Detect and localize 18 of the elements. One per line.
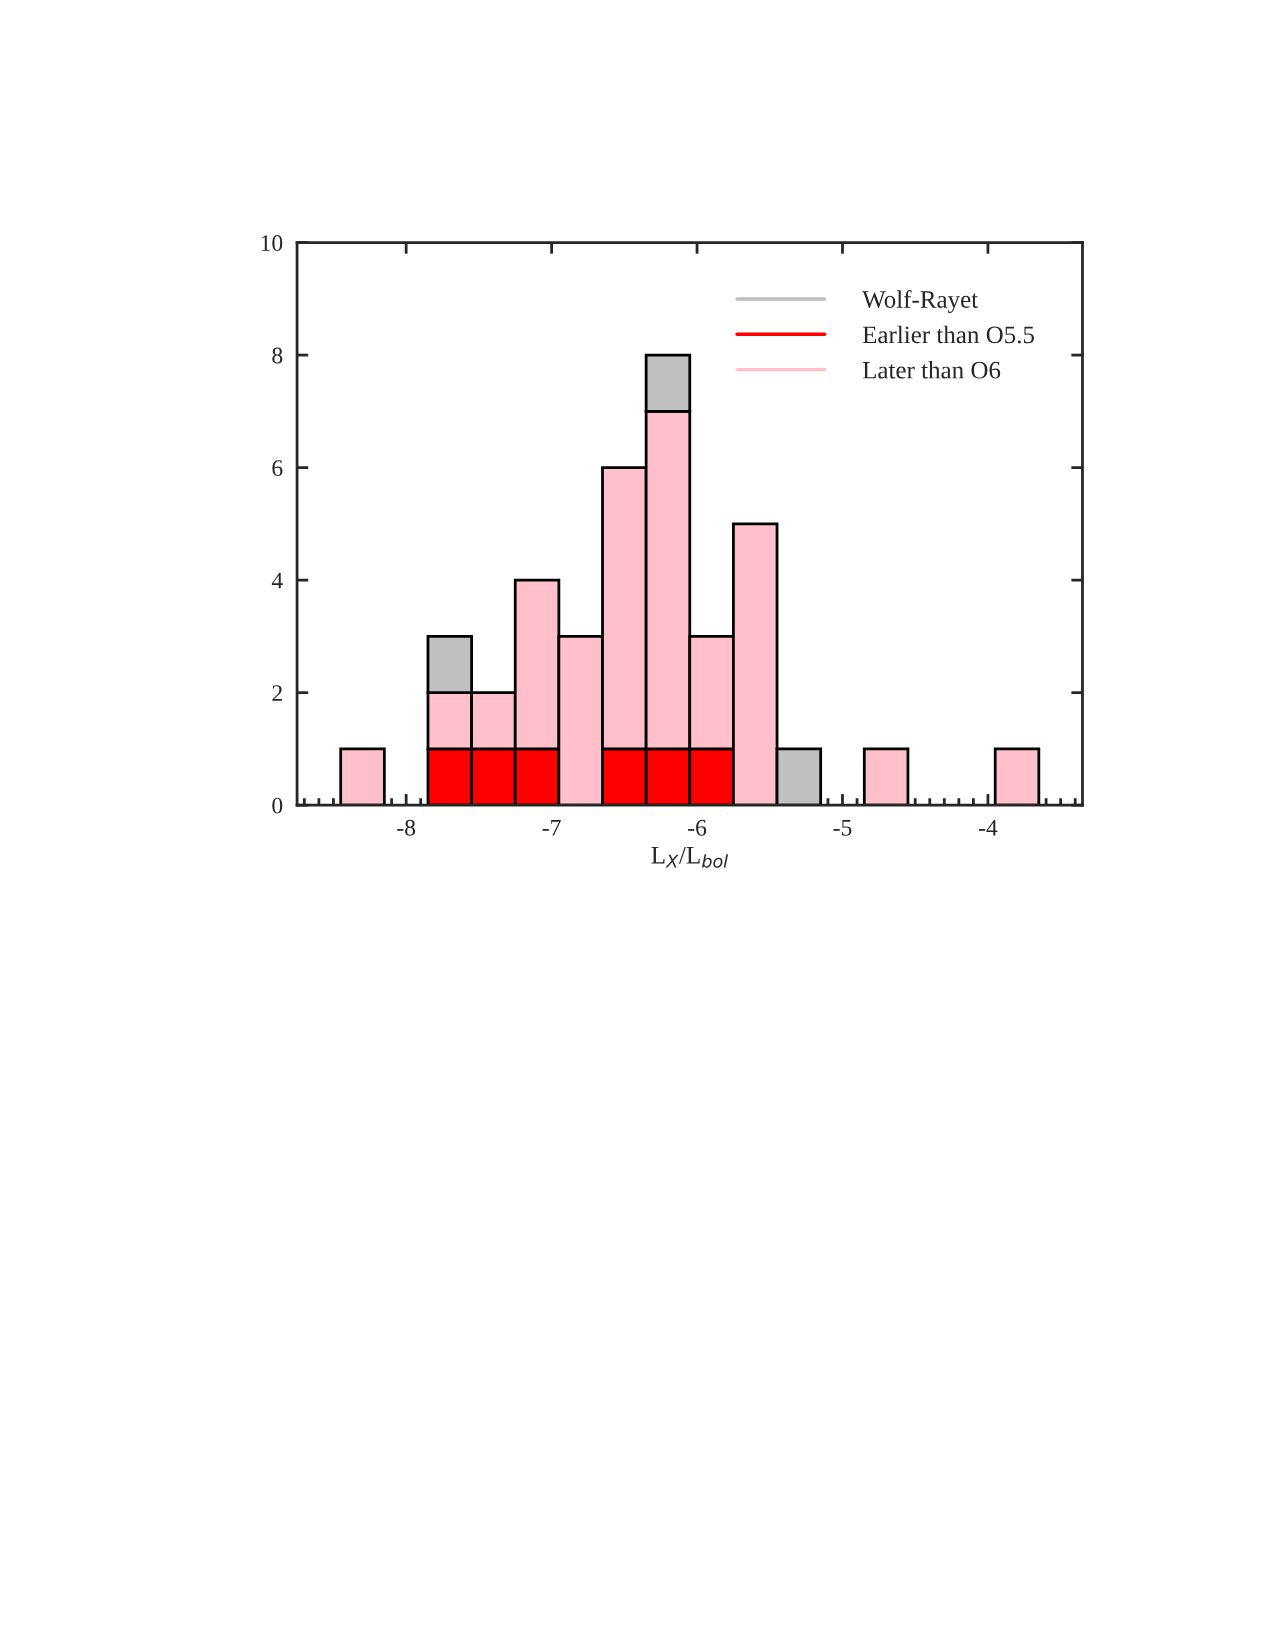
x-axis-title: L$_{X}$/L$_{bol}$ (651, 846, 729, 868)
y-tick-label: 0 (272, 797, 283, 814)
y-tick-label: 4 (271, 572, 283, 589)
bar (339, 747, 386, 806)
x-tick-label: -7 (542, 820, 561, 836)
y-tick-label: 10 (261, 235, 283, 251)
y-tick-label: 8 (272, 347, 283, 364)
y-tick-label: 2 (272, 685, 282, 701)
y-tick-label: 6 (272, 460, 283, 477)
legend-label: Earlier than O5.5 (862, 325, 1034, 344)
x-tick-label: -5 (833, 820, 852, 836)
legend-label: Later than O6 (862, 361, 1001, 379)
legend-label: Wolf-Rayet (862, 290, 978, 314)
x-tick-label: -4 (978, 819, 998, 836)
bar (993, 747, 1041, 806)
x-tick-label: -6 (688, 819, 707, 836)
bar (862, 747, 910, 806)
x-tick-label: -8 (397, 819, 416, 836)
